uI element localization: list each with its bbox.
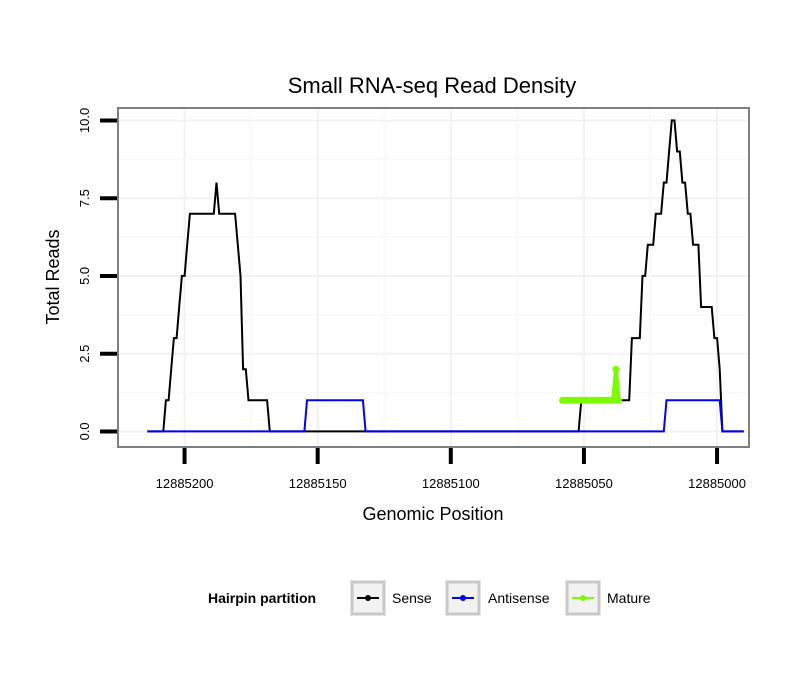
grid (118, 108, 749, 447)
axes: 12885200 12885150 12885100 12885050 12885000… (77, 108, 746, 491)
legend-label-sense: Sense (392, 590, 432, 606)
antisense-line (147, 399, 744, 433)
mature-point (612, 365, 620, 373)
series-layer (147, 119, 744, 433)
y-axis-title: Total Reads (43, 229, 63, 324)
series-antisense (147, 399, 744, 433)
legend: Hairpin partition Sense Antisense Mature (208, 580, 651, 616)
y-tick-label: 5.0 (77, 267, 92, 285)
y-tick-label: 10.0 (77, 108, 92, 133)
x-tick-label: 12885050 (555, 476, 613, 491)
x-tick-label: 12885200 (156, 476, 214, 491)
legend-key-point-antisense (460, 595, 466, 601)
legend-label-antisense: Antisense (488, 590, 550, 606)
legend-title: Hairpin partition (208, 590, 316, 606)
chart-title: Small RNA-seq Read Density (288, 73, 577, 98)
mature-point (609, 396, 617, 404)
plot-panel (118, 108, 749, 447)
legend-item-sense: Sense (350, 580, 432, 616)
x-tick-label: 12885000 (688, 476, 746, 491)
x-tick-label: 12885100 (422, 476, 480, 491)
legend-label-mature: Mature (607, 590, 651, 606)
series-mature (559, 365, 622, 404)
x-tick-label: 12885150 (289, 476, 347, 491)
y-tick-label: 2.5 (77, 345, 92, 363)
legend-key-point-mature (580, 595, 586, 601)
mature-point (615, 396, 622, 404)
legend-item-antisense: Antisense (445, 580, 550, 616)
y-tick-label: 7.5 (77, 189, 92, 207)
legend-key-point-sense (365, 595, 371, 601)
plot-border (117, 107, 750, 448)
x-axis-title: Genomic Position (362, 504, 503, 524)
y-tick-label: 0.0 (77, 422, 92, 440)
legend-item-mature: Mature (565, 580, 651, 616)
